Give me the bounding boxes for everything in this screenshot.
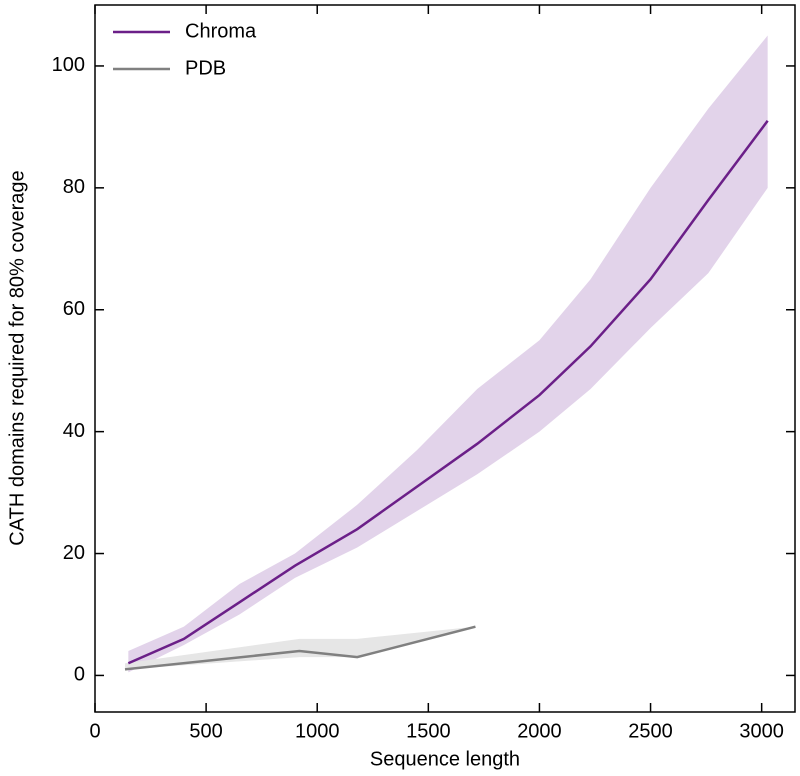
x-tick-label: 1000 (295, 720, 340, 742)
y-tick-label: 40 (63, 420, 85, 442)
legend-label: Chroma (185, 20, 257, 42)
plot-frame (94, 4, 796, 713)
y-tick-label: 100 (52, 54, 85, 76)
confidence-band (128, 35, 768, 673)
x-axis-label: Sequence length (370, 748, 520, 770)
y-axis-label: CATH domains required for 80% coverage (6, 170, 28, 545)
y-tick-label: 0 (74, 664, 85, 686)
legend-label: PDB (185, 57, 226, 79)
y-tick-label: 60 (63, 298, 85, 320)
x-tick-label: 2500 (628, 720, 673, 742)
series-line (124, 625, 476, 671)
series-line (127, 120, 769, 665)
x-tick-label: 1500 (406, 720, 451, 742)
x-tick-label: 0 (89, 720, 100, 742)
x-tick-label: 500 (189, 720, 222, 742)
y-tick-label: 20 (63, 542, 85, 564)
y-tick-label: 80 (63, 176, 85, 198)
x-tick-label: 3000 (739, 720, 784, 742)
x-tick-label: 2000 (517, 720, 562, 742)
confidence-band (125, 626, 476, 670)
